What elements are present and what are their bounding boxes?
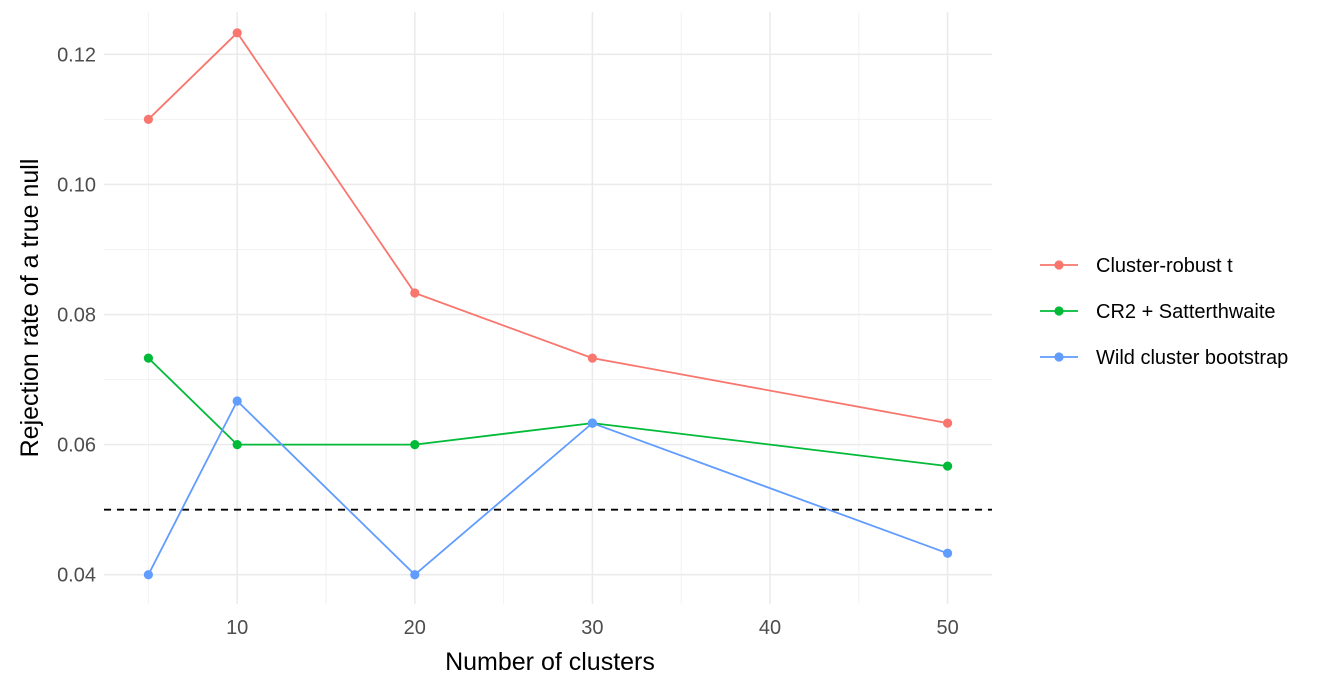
data-point-cluster-robust-t (410, 288, 420, 298)
data-point-cr2-satterthwaite (232, 440, 242, 450)
data-point-wild-cluster-bootstrap (587, 418, 598, 428)
y-tick-label: 0.06 (57, 435, 96, 457)
data-point-cluster-robust-t (232, 28, 242, 38)
legend-key-point-cr2-satterthwaite (1054, 306, 1064, 316)
y-axis-ticks: 0.04 0.06 0.08 0.10 0.12 (57, 44, 96, 586)
data-point-wild-cluster-bootstrap (943, 548, 953, 558)
x-tick-label: 20 (404, 617, 426, 639)
series-line-cr2-satterthwaite (147, 357, 948, 467)
data-point-cluster-robust-t (587, 353, 598, 363)
series-line-cluster-robust-t (147, 31, 948, 424)
x-tick-label: 50 (936, 617, 958, 639)
x-axis-title: Number of clusters (445, 648, 655, 676)
y-tick-label: 0.04 (57, 565, 96, 587)
y-axis-title: Rejection rate of a true null (16, 159, 44, 458)
data-point-cr2-satterthwaite (143, 353, 153, 363)
data-point-wild-cluster-bootstrap (232, 396, 242, 406)
x-tick-label: 30 (581, 617, 603, 639)
legend: Cluster-robust t CR2 + Satterthwaite Wild … (1040, 255, 1288, 369)
data-point-wild-cluster-bootstrap (143, 570, 153, 580)
legend-label-cluster-robust-t: Cluster-robust t (1096, 255, 1233, 277)
data-point-wild-cluster-bootstrap (410, 570, 420, 580)
legend-key-point-wild-cluster-bootstrap (1054, 352, 1064, 362)
data-point-cluster-robust-t (943, 418, 953, 428)
legend-key-point-cluster-robust-t (1054, 260, 1064, 270)
data-point-cr2-satterthwaite (410, 440, 420, 450)
series-line-wild-cluster-bootstrap (147, 399, 948, 576)
data-point-cr2-satterthwaite (943, 461, 953, 471)
legend-label-wild-cluster-bootstrap: Wild cluster bootstrap (1096, 347, 1288, 369)
data-point-cluster-robust-t (143, 114, 153, 124)
y-tick-label: 0.08 (57, 305, 96, 327)
x-axis-ticks: 10 20 30 40 50 (226, 617, 959, 639)
series-layer (143, 28, 953, 580)
x-tick-label: 40 (759, 617, 781, 639)
x-tick-label: 10 (226, 617, 248, 639)
y-tick-label: 0.12 (57, 44, 96, 66)
y-tick-label: 0.10 (57, 174, 96, 196)
legend-label-cr2-satterthwaite: CR2 + Satterthwaite (1096, 301, 1276, 323)
